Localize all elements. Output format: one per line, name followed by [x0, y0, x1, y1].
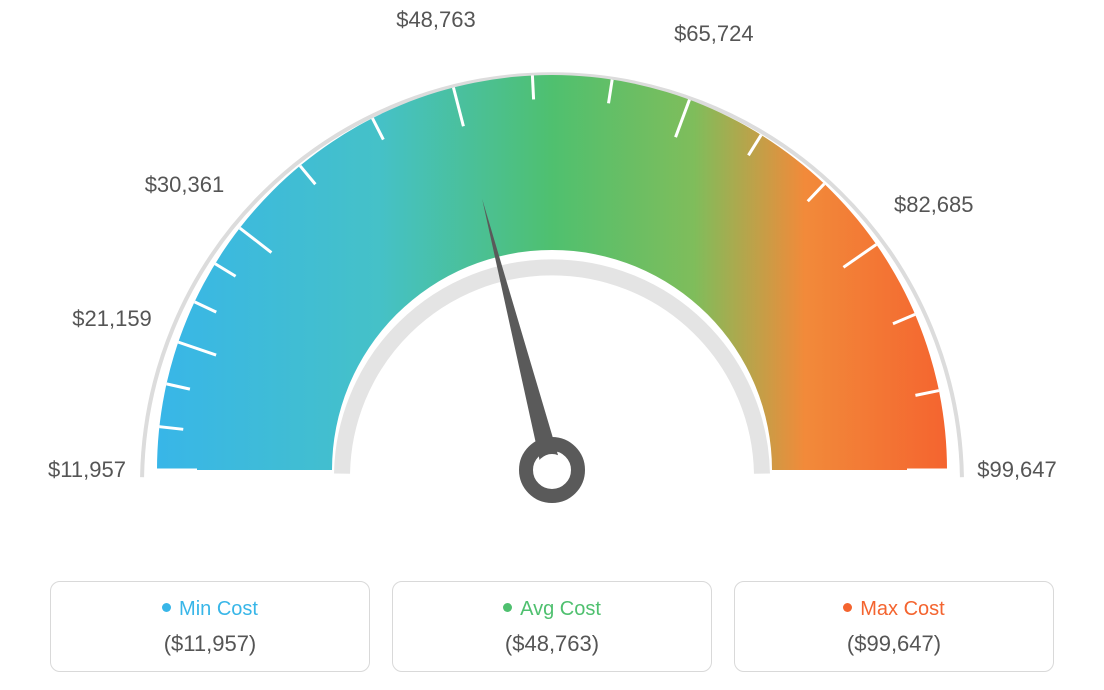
legend-value-max: ($99,647) [745, 631, 1043, 657]
legend-value-avg: ($48,763) [403, 631, 701, 657]
gauge-tick-label: $11,957 [48, 457, 126, 483]
legend-card-avg: Avg Cost ($48,763) [392, 581, 712, 672]
gauge-tick-label: $99,647 [977, 457, 1057, 483]
gauge-tick-label: $82,685 [894, 192, 974, 218]
dot-icon [503, 603, 512, 612]
legend-title-avg: Avg Cost [403, 598, 701, 621]
legend-title-min: Min Cost [61, 598, 359, 621]
legend-row: Min Cost ($11,957) Avg Cost ($48,763) Ma… [0, 581, 1104, 672]
legend-value-min: ($11,957) [61, 631, 359, 657]
legend-title-text: Min Cost [179, 598, 258, 620]
dot-icon [162, 603, 171, 612]
legend-card-max: Max Cost ($99,647) [734, 581, 1054, 672]
legend-title-max: Max Cost [745, 598, 1043, 621]
gauge-tick-label: $65,724 [674, 21, 754, 47]
gauge-svg [0, 0, 1104, 560]
legend-card-min: Min Cost ($11,957) [50, 581, 370, 672]
legend-title-text: Max Cost [860, 598, 944, 620]
gauge-area: $11,957 $21,159 $30,361 $48,763 $65,724 $82,6… [0, 0, 1104, 560]
legend-title-text: Avg Cost [520, 598, 601, 620]
gauge-chart-container: $11,957 $21,159 $30,361 $48,763 $65,724 $82,6… [0, 0, 1104, 690]
dot-icon [843, 603, 852, 612]
gauge-tick-label: $48,763 [396, 7, 476, 33]
gauge-tick-label: $21,159 [72, 306, 152, 332]
gauge-tick-label: $30,361 [145, 172, 225, 198]
